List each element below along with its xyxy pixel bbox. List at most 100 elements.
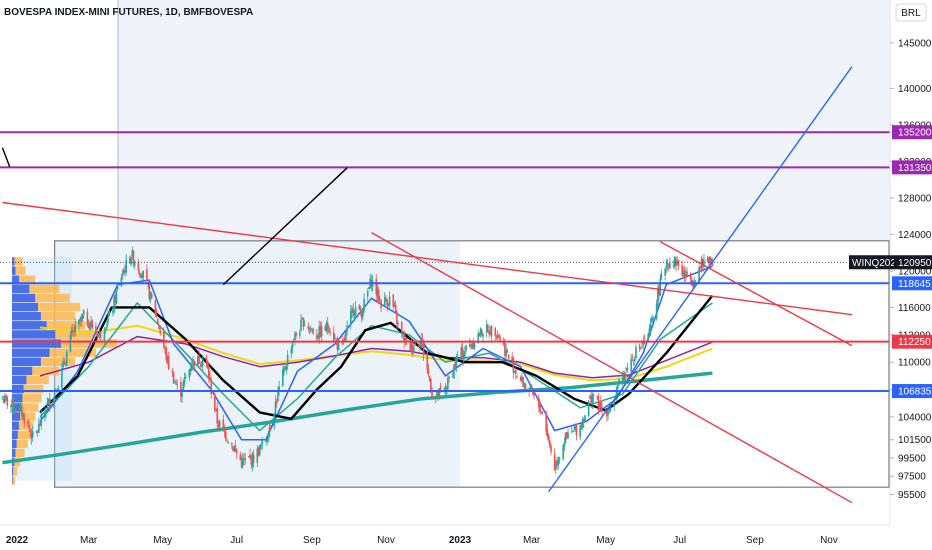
candle-body (400, 321, 403, 333)
candle-body (260, 445, 262, 447)
candle-body (332, 332, 335, 341)
candle-body (181, 391, 183, 398)
volume-profile-bar (12, 321, 86, 330)
y-tick-label: 140000 (898, 84, 932, 95)
candle-body (624, 371, 626, 381)
candle-body (52, 397, 55, 407)
candle-body (120, 277, 123, 287)
candle-body (45, 410, 47, 414)
volume-profile-bar (12, 439, 28, 449)
candle-body (215, 408, 217, 410)
volume-profile-bar-up (12, 293, 36, 303)
candle-body (22, 413, 24, 418)
trend-line-red-downtrend-steep[interactable] (371, 231, 853, 504)
candle-body (176, 384, 179, 385)
trend-line-black-short[interactable] (1, 147, 11, 168)
candle-body (31, 431, 34, 438)
candle-body (468, 344, 471, 347)
candle-body (536, 397, 539, 401)
candle-body (10, 404, 12, 407)
volume-profile-bar (12, 375, 49, 385)
candle-body (309, 328, 312, 330)
trend-line-black-projection[interactable] (222, 167, 348, 286)
candle-body (530, 386, 533, 388)
level-badge (892, 384, 932, 399)
candle-body (23, 415, 26, 424)
candle-body (123, 269, 125, 274)
candle-body (158, 325, 160, 330)
candle-body (515, 369, 517, 374)
candle-body (579, 425, 581, 437)
candle-body (91, 320, 94, 328)
candle-body (294, 333, 296, 341)
trend-line-red-channel-top[interactable] (659, 241, 853, 347)
candle-body (63, 363, 66, 364)
candle-body (224, 431, 227, 440)
candle-body (422, 341, 425, 355)
currency-button[interactable]: BRL (895, 3, 927, 22)
candle-body (167, 356, 170, 369)
x-tick-label: 2022 (6, 535, 29, 546)
candle-body (81, 315, 84, 319)
candle-body (241, 458, 244, 467)
candle-body (580, 424, 583, 428)
candle-body (667, 265, 670, 268)
plot-area[interactable] (0, 0, 890, 504)
candle-body (312, 328, 314, 335)
candle-body (214, 394, 216, 411)
candle-body (353, 313, 356, 316)
ma-black-line (39, 294, 714, 420)
candle-body (532, 389, 534, 395)
volume-profile-bar-up (12, 448, 16, 458)
candle-body (112, 311, 114, 313)
candle-body (590, 394, 592, 403)
candle-body (683, 271, 686, 277)
candle-body (38, 423, 40, 434)
candle-body (574, 426, 577, 430)
candle-body (64, 363, 67, 366)
volume-profile-bar-up (12, 302, 38, 312)
volume-profile-bar-up (12, 284, 30, 294)
candle-body (672, 264, 675, 267)
trend-line-blue-uptrend[interactable] (548, 66, 853, 493)
time-axis[interactable]: 2022 Mar May Jul Sep Nov 2023 Mar May Jul Sep Nov (6, 535, 838, 546)
candle-body (29, 429, 32, 433)
candle-body (485, 324, 488, 333)
y-tick-label: 145000 (898, 38, 932, 49)
volume-profile-bar-up (12, 375, 27, 385)
candle-body (97, 333, 100, 338)
candle-body (200, 363, 203, 367)
candle-body (394, 305, 397, 313)
candle-body (461, 346, 464, 358)
candle-body (428, 376, 431, 381)
candle-body (19, 406, 22, 409)
candle-body (163, 331, 165, 347)
candle-body (87, 322, 90, 329)
candle-body (427, 368, 430, 375)
candle-body (613, 400, 615, 408)
x-tick-label: May (596, 535, 615, 546)
candle-body (597, 396, 600, 412)
trend-line-red-downtrend-long[interactable] (2, 201, 853, 316)
candle-body (489, 332, 492, 336)
candle-body (430, 378, 432, 393)
candle-body (380, 299, 382, 309)
candle-body (471, 343, 473, 349)
candle-body (358, 305, 361, 309)
horizontal-levels (0, 131, 890, 393)
candle-body (227, 442, 229, 443)
candle-body (319, 325, 322, 337)
candle-body (335, 339, 338, 341)
candle-body (164, 347, 166, 350)
candle-body (470, 345, 472, 347)
candle-body (460, 347, 463, 359)
candle-body (207, 368, 210, 380)
candle-body (131, 250, 134, 257)
candle-body (438, 388, 441, 397)
candle-body (27, 420, 29, 425)
last-price-badge (894, 255, 932, 270)
candle-body (130, 257, 132, 265)
candle-body (12, 399, 15, 411)
candle-body (411, 343, 414, 352)
